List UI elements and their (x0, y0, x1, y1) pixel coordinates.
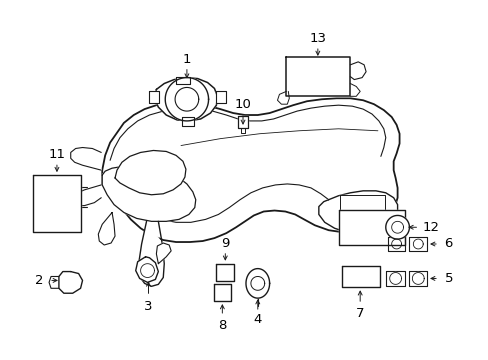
Polygon shape (73, 185, 101, 206)
Text: 9: 9 (221, 237, 229, 249)
Polygon shape (216, 91, 226, 103)
Text: 12: 12 (422, 221, 439, 234)
Polygon shape (115, 150, 185, 195)
Polygon shape (338, 210, 405, 245)
Polygon shape (139, 221, 164, 286)
Polygon shape (49, 276, 59, 288)
Polygon shape (340, 195, 384, 224)
Polygon shape (286, 57, 349, 96)
Text: 13: 13 (309, 32, 325, 45)
Text: 3: 3 (144, 300, 152, 312)
Polygon shape (238, 116, 247, 128)
Polygon shape (214, 284, 231, 301)
Polygon shape (385, 215, 408, 239)
Polygon shape (411, 273, 423, 284)
Polygon shape (98, 212, 115, 245)
Polygon shape (136, 257, 158, 282)
Polygon shape (71, 148, 101, 170)
Polygon shape (408, 271, 426, 286)
Polygon shape (33, 175, 81, 232)
Text: 5: 5 (444, 272, 452, 285)
Polygon shape (241, 128, 244, 133)
Polygon shape (245, 269, 269, 298)
Text: 11: 11 (48, 148, 65, 161)
Polygon shape (156, 243, 171, 264)
Polygon shape (149, 91, 159, 103)
Polygon shape (59, 271, 82, 293)
Polygon shape (102, 98, 399, 242)
Text: 1: 1 (183, 53, 191, 66)
Polygon shape (318, 191, 397, 234)
Text: 7: 7 (355, 307, 364, 320)
Text: 4: 4 (253, 313, 262, 326)
Polygon shape (391, 239, 401, 249)
Polygon shape (408, 237, 426, 251)
Polygon shape (412, 239, 422, 249)
Polygon shape (175, 87, 198, 111)
Polygon shape (165, 78, 208, 121)
Polygon shape (102, 166, 195, 221)
Polygon shape (182, 117, 193, 126)
Text: 2: 2 (35, 274, 43, 287)
Polygon shape (176, 77, 189, 85)
Text: 6: 6 (444, 238, 452, 251)
Text: 8: 8 (218, 319, 226, 332)
Polygon shape (385, 271, 405, 286)
Polygon shape (216, 264, 234, 282)
Text: 10: 10 (234, 98, 251, 111)
Polygon shape (342, 266, 379, 287)
Polygon shape (391, 221, 403, 233)
Polygon shape (389, 273, 401, 284)
Polygon shape (154, 78, 217, 121)
Polygon shape (387, 237, 405, 251)
